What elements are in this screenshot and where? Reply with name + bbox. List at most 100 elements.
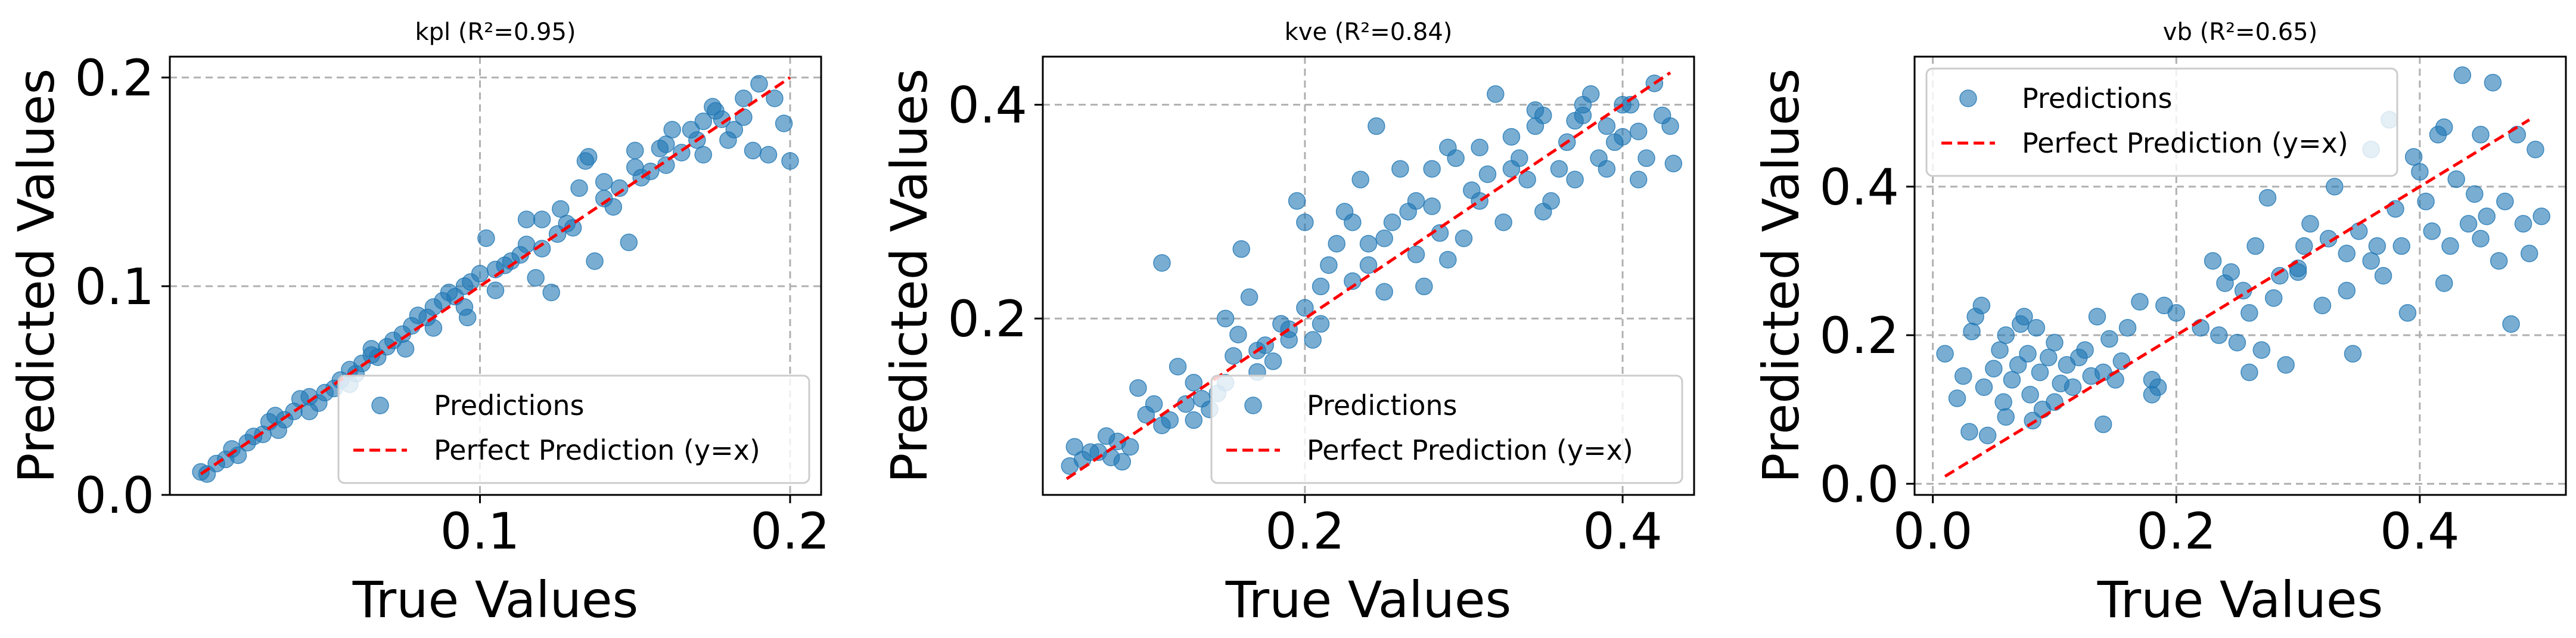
subplot-3: 0.0 0.2 0.4 0.0 0.2 0.4 vb (R²=0.65) True Value…	[1752, 18, 2567, 629]
scatter-point	[1280, 331, 1298, 349]
scatter-point	[657, 135, 675, 153]
scatter-point	[1423, 197, 1441, 215]
scatter-point	[2210, 326, 2228, 344]
scatter-point	[1629, 122, 1648, 141]
scatter-point	[2167, 304, 2185, 322]
scatter-point	[1991, 341, 2009, 359]
scatter-point	[1121, 438, 1139, 456]
scatter-point	[2258, 188, 2277, 207]
scatter-point	[2447, 170, 2465, 188]
scatter-point	[2411, 163, 2429, 181]
scatter-point	[775, 114, 793, 132]
scatter-point	[517, 236, 536, 253]
scatter-point	[2459, 215, 2478, 233]
scatter-point	[2527, 140, 2544, 159]
scatter-point	[707, 102, 725, 120]
scatter-point	[1637, 149, 1655, 168]
legend-label-predictions: Predictions	[2022, 82, 2172, 114]
scatter-point	[641, 162, 660, 181]
scatter-point	[1661, 117, 1679, 135]
scatter-point	[2295, 237, 2313, 255]
scatter-point	[2143, 386, 2161, 404]
y-tick-label: 0.2	[74, 49, 154, 107]
scatter-point	[694, 112, 712, 131]
scatter-point	[1216, 309, 1235, 327]
scatter-point	[1526, 101, 1545, 119]
scatter-point	[626, 141, 644, 160]
x-axis-label: True Values	[1225, 571, 1512, 629]
scatter-point	[1574, 95, 1592, 114]
y-tick-label: 0.1	[74, 258, 154, 316]
plot-frame	[1913, 55, 2567, 496]
scatter-point	[1153, 416, 1171, 435]
scatter-point	[2326, 178, 2344, 196]
scatter-point	[2362, 252, 2380, 270]
scatter-point	[1264, 352, 1282, 370]
scatter-point	[1328, 234, 1346, 253]
scatter-point	[1566, 112, 1584, 130]
scatter-point	[2472, 126, 2490, 144]
x-tick-label: 0.1	[440, 502, 520, 560]
scatter-point	[2228, 333, 2246, 352]
scatter-point	[2094, 415, 2112, 433]
scatter-point	[2404, 148, 2423, 166]
scatter-point	[1351, 171, 1369, 188]
scatter-point	[2021, 386, 2039, 404]
scatter-point	[1948, 389, 1966, 407]
subplot-2: 0.2 0.4 0.2 0.4 kve (R²=0.84) True Values Pred…	[880, 18, 1695, 629]
scatter-point	[2222, 263, 2240, 281]
scatter-point	[1129, 379, 1147, 397]
scatter-point	[2277, 356, 2295, 374]
scatter-point	[2246, 237, 2264, 255]
scatter-point	[2374, 267, 2392, 285]
scatter-point	[1320, 256, 1338, 274]
y-tick-label: 0.4	[1819, 158, 1899, 216]
scatter-point	[1534, 203, 1552, 221]
scatter-point	[1225, 347, 1242, 365]
scatter-point	[1455, 230, 1473, 247]
x-tick-label: 0.4	[1583, 502, 1663, 560]
scatter-point	[1375, 283, 1393, 301]
scatter-point	[2271, 267, 2289, 285]
legend-marker-predictions	[1959, 89, 1977, 107]
scatter-point	[1145, 395, 1163, 413]
scatter-point	[663, 120, 681, 139]
scatter-point	[2520, 244, 2538, 262]
legend-marker-predictions	[1244, 397, 1262, 414]
x-axis-label: True Values	[2097, 571, 2384, 629]
scatter-point	[1502, 160, 1521, 178]
scatter-point	[2019, 345, 2037, 363]
scatter-point	[1598, 160, 1616, 178]
legend: Predictions Perfect Prediction (y=x)	[337, 374, 810, 484]
scatter-point	[2003, 371, 2021, 389]
scatter-point	[471, 265, 489, 283]
y-tick-label: 0.0	[1819, 455, 1899, 513]
y-axis-label: Predicted Values	[880, 69, 939, 483]
scatter-point	[2478, 207, 2496, 225]
scatter-point	[477, 229, 495, 247]
scatter-point	[2392, 237, 2410, 255]
scatter-point	[1471, 138, 1489, 157]
scatter-point	[266, 407, 284, 425]
scatter-point	[1478, 165, 1497, 183]
scatter-point	[2453, 66, 2472, 84]
scatter-point	[1065, 438, 1084, 456]
scatter-point	[2076, 341, 2094, 359]
scatter-point	[1423, 160, 1441, 178]
scatter-point	[2015, 308, 2033, 326]
scatter-point	[1415, 277, 1433, 296]
scatter-point	[1550, 160, 1568, 178]
scatter-point	[2027, 318, 2046, 337]
scatter-point	[2204, 252, 2222, 270]
scatter-point	[1972, 296, 1991, 315]
scatter-point	[744, 141, 762, 160]
scatter-point	[2241, 363, 2258, 382]
x-tick-label: 0.0	[1893, 502, 1973, 560]
scatter-point	[552, 200, 570, 218]
scatter-point	[1985, 360, 2003, 377]
scatter-point	[1304, 331, 1322, 349]
legend-label-predictions: Predictions	[434, 389, 584, 422]
scatter-point	[1566, 171, 1584, 188]
scatter-point	[604, 198, 623, 216]
